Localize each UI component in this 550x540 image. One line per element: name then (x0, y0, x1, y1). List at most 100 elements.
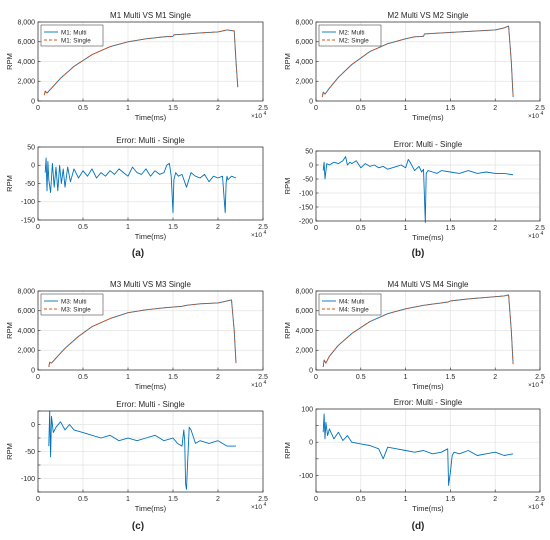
chart-a-rpm: 0 0.5 1 1.5 2 2.5 0 2,000 4,000 6,000 8,000 M1 Mult… (5, 11, 268, 122)
series-line-error (48, 410, 236, 490)
legend-box (318, 293, 382, 316)
x-tick-label: 1 (404, 496, 408, 503)
y-tick-label: -100 (299, 473, 313, 480)
y-tick-label: 6,000 (17, 39, 35, 46)
y-tick-label: 0 (309, 440, 313, 447)
y-tick-label: -100 (21, 476, 35, 483)
y-tick-label: 50 (27, 144, 35, 151)
y-tick-label: 0 (309, 367, 313, 374)
panel-label-b: (b) (412, 248, 425, 259)
chart-d-rpm: 0 0.5 1 1.5 2 2.5 0 2,000 4,000 6,000 8,000 M4 Mult… (283, 280, 545, 391)
x-tick-label: 1.5 (446, 105, 456, 112)
y-axis-label: RPM (283, 53, 292, 70)
x-tick-label: 0.5 (356, 225, 366, 232)
panel-label-c: (c) (132, 521, 144, 532)
chart-title: Error: Multi - Single (394, 398, 463, 407)
legend-entry: M2: Single (339, 37, 369, 44)
x-tick-label: 0.5 (356, 496, 366, 503)
x-exponent-power: 4 (541, 111, 544, 117)
x-axis-label: Time(ms) (412, 233, 444, 242)
x-axis-label: Time(ms) (135, 232, 167, 241)
legend-entry: M3: Single (61, 306, 91, 313)
y-tick-label: 8,000 (295, 19, 313, 26)
y-tick-label: 0 (309, 98, 313, 105)
x-exponent-power: 4 (264, 502, 267, 508)
x-exponent: ×10 (251, 382, 262, 389)
y-tick-label: -50 (303, 176, 313, 183)
x-tick-label: 1 (126, 374, 130, 381)
axes-frame (315, 408, 541, 493)
chart-c-rpm: 0 0.5 1 1.5 2 2.5 0 2,000 4,000 6,000 8,000 M3 Mult… (5, 280, 268, 391)
x-tick-label: 1.5 (446, 496, 456, 503)
x-exponent-power: 4 (541, 380, 544, 386)
plot-area (316, 151, 540, 221)
x-tick-label: 2 (216, 224, 220, 231)
x-tick-label: 1 (404, 225, 408, 232)
x-tick-label: 0 (314, 225, 318, 232)
y-tick-label: 100 (301, 406, 313, 413)
x-exponent-power: 4 (541, 231, 544, 237)
x-exponent: ×10 (251, 113, 262, 120)
x-tick-label: 1 (126, 105, 130, 112)
series-line-m1-single (43, 29, 239, 96)
x-tick-label: 1 (126, 224, 130, 231)
series-line-m4-multi (322, 294, 514, 368)
x-tick-label: 2.5 (535, 225, 545, 232)
x-exponent: ×10 (528, 233, 539, 240)
x-tick-label: 2 (493, 374, 497, 381)
y-tick-label: -200 (299, 218, 313, 225)
legend-box (40, 293, 104, 316)
x-axis-label: Time(ms) (135, 113, 167, 122)
legend-box (318, 24, 382, 47)
x-exponent-power: 4 (264, 230, 267, 236)
x-exponent: ×10 (528, 382, 539, 389)
x-tick-label: 0.5 (356, 105, 366, 112)
x-tick-label: 0 (36, 105, 40, 112)
x-tick-label: 2.5 (535, 374, 545, 381)
y-tick-label: 8,000 (17, 19, 35, 26)
y-tick-label: -150 (21, 217, 35, 224)
plot-area (316, 409, 540, 492)
y-tick-label: -100 (299, 190, 313, 197)
y-tick-label: 8,000 (17, 288, 35, 295)
x-tick-label: 2 (493, 225, 497, 232)
x-tick-label: 0.5 (356, 374, 366, 381)
y-tick-label: -50 (25, 181, 35, 188)
y-tick-label: 0 (309, 162, 313, 169)
x-tick-label: 1.5 (446, 374, 456, 381)
chart-title: Error: Multi - Single (116, 400, 185, 409)
x-exponent-power: 4 (264, 380, 267, 386)
x-tick-label: 1.5 (168, 374, 178, 381)
x-tick-label: 2 (216, 374, 220, 381)
y-tick-label: -150 (299, 204, 313, 211)
x-tick-label: 2 (493, 496, 497, 503)
y-tick-label: 0 (31, 422, 35, 429)
y-tick-label: 2,000 (295, 79, 313, 86)
x-tick-label: 0.5 (78, 105, 88, 112)
y-tick-label: 0 (31, 98, 35, 105)
y-tick-label: 6,000 (17, 308, 35, 315)
chart-title: M2 Multi VS M2 Single (388, 11, 469, 20)
x-tick-label: 1.5 (446, 225, 456, 232)
chart-c-error: 0 0.5 1 1.5 2 2.5 -100 -50 0 Error: Multi - Singl… (5, 400, 268, 513)
y-axis-label: RPM (5, 443, 14, 460)
legend-entry: M3: Multi (61, 298, 87, 305)
y-tick-label: 2,000 (17, 348, 35, 355)
y-axis-label: RPM (5, 175, 14, 192)
x-tick-label: 0 (314, 496, 318, 503)
y-tick-label: 50 (305, 148, 313, 155)
y-tick-label: 8,000 (295, 288, 313, 295)
chart-title: Error: Multi - Single (394, 140, 463, 149)
chart-b-error: 0 0.5 1 1.5 2 2.5 -200 -150 -100 -50 0 50 Error: Mul… (283, 140, 545, 242)
chart-title: M3 Multi VS M3 Single (110, 280, 191, 289)
legend-entry: M2: Multi (339, 29, 365, 36)
x-axis-label: Time(ms) (412, 504, 444, 513)
y-axis-label: RPM (283, 322, 292, 339)
x-tick-label: 2 (493, 105, 497, 112)
y-axis-label: RPM (5, 322, 14, 339)
chart-a-error: 0 0.5 1 1.5 2 2.5 -150 -100 -50 0 50 Error: Multi -… (5, 136, 268, 241)
x-axis-label: Time(ms) (412, 382, 444, 391)
chart-b-rpm: 0 0.5 1 1.5 2 2.5 0 2,000 4,000 6,000 8,000 M2 Mult… (283, 11, 545, 122)
